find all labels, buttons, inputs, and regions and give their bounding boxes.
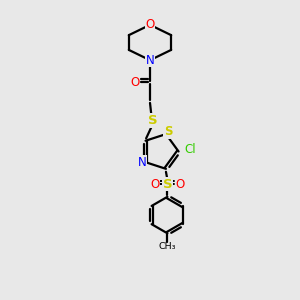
Text: O: O <box>146 18 154 32</box>
Text: N: N <box>138 156 146 169</box>
Text: CH₃: CH₃ <box>159 242 176 251</box>
Text: O: O <box>175 178 184 190</box>
Text: O: O <box>130 76 139 89</box>
Text: O: O <box>150 178 160 190</box>
Text: S: S <box>163 178 172 190</box>
Text: S: S <box>148 114 157 127</box>
Text: N: N <box>146 54 154 67</box>
Text: S: S <box>164 125 172 138</box>
Text: Cl: Cl <box>184 143 196 157</box>
